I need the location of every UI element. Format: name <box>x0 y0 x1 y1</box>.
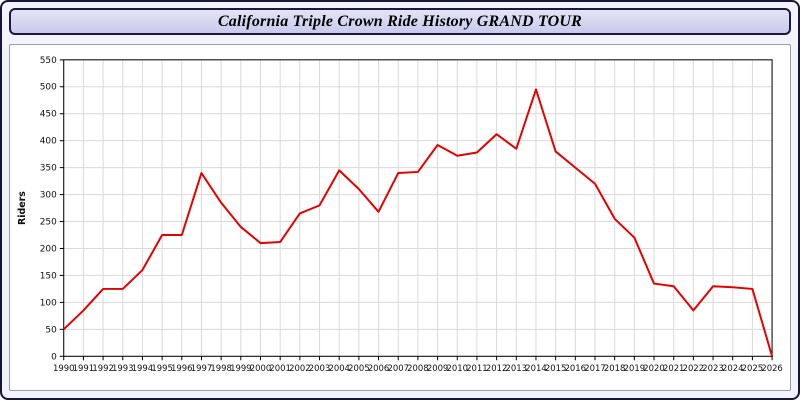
svg-text:2020: 2020 <box>643 363 664 373</box>
chart-title: California Triple Crown Ride History GRA… <box>217 12 583 30</box>
svg-text:2008: 2008 <box>407 363 428 373</box>
svg-text:300: 300 <box>40 191 57 201</box>
svg-text:2015: 2015 <box>545 363 566 373</box>
svg-text:1996: 1996 <box>171 363 192 373</box>
svg-text:50: 50 <box>45 325 57 335</box>
svg-text:450: 450 <box>40 110 57 120</box>
svg-text:0: 0 <box>51 352 57 362</box>
svg-text:2014: 2014 <box>525 363 546 373</box>
svg-text:2000: 2000 <box>250 363 271 373</box>
svg-text:1998: 1998 <box>210 363 231 373</box>
svg-text:1997: 1997 <box>191 363 212 373</box>
svg-text:2009: 2009 <box>427 363 448 373</box>
svg-text:1991: 1991 <box>73 363 94 373</box>
svg-text:500: 500 <box>40 83 57 93</box>
riders-line-chart: 1990199119921993199419951996199719981999… <box>17 56 783 373</box>
svg-text:200: 200 <box>40 244 57 254</box>
svg-text:2003: 2003 <box>309 363 330 373</box>
svg-text:2023: 2023 <box>702 363 723 373</box>
svg-text:1999: 1999 <box>230 363 251 373</box>
svg-text:2017: 2017 <box>584 363 605 373</box>
svg-text:2002: 2002 <box>289 363 310 373</box>
svg-text:2024: 2024 <box>722 363 743 373</box>
svg-text:2007: 2007 <box>387 363 408 373</box>
svg-text:2010: 2010 <box>447 363 468 373</box>
svg-text:2025: 2025 <box>742 363 763 373</box>
svg-text:550: 550 <box>40 56 57 66</box>
svg-text:2005: 2005 <box>348 363 369 373</box>
svg-text:Riders: Riders <box>17 191 28 225</box>
svg-text:2016: 2016 <box>565 363 586 373</box>
svg-text:2018: 2018 <box>604 363 625 373</box>
svg-text:2021: 2021 <box>663 363 684 373</box>
svg-text:400: 400 <box>40 137 57 147</box>
svg-text:2013: 2013 <box>506 363 527 373</box>
svg-text:1990: 1990 <box>53 363 74 373</box>
svg-text:150: 150 <box>40 271 57 281</box>
svg-text:2022: 2022 <box>683 363 704 373</box>
svg-text:2026: 2026 <box>761 363 782 373</box>
svg-text:2012: 2012 <box>486 363 507 373</box>
svg-text:2006: 2006 <box>368 363 389 373</box>
chart-header: California Triple Crown Ride History GRA… <box>9 8 791 35</box>
svg-text:250: 250 <box>40 218 57 228</box>
svg-text:1993: 1993 <box>112 363 133 373</box>
svg-text:1992: 1992 <box>92 363 113 373</box>
svg-text:2019: 2019 <box>624 363 645 373</box>
svg-text:2011: 2011 <box>466 363 487 373</box>
svg-text:2004: 2004 <box>328 363 349 373</box>
chart-panel: 1990 1991 1992 1993 1994 1995 1996 1997 1998 1999… <box>9 44 791 391</box>
svg-text:100: 100 <box>40 298 57 308</box>
svg-text:1994: 1994 <box>132 363 153 373</box>
svg-text:2001: 2001 <box>269 363 290 373</box>
svg-text:350: 350 <box>40 164 57 174</box>
svg-text:1995: 1995 <box>151 363 172 373</box>
